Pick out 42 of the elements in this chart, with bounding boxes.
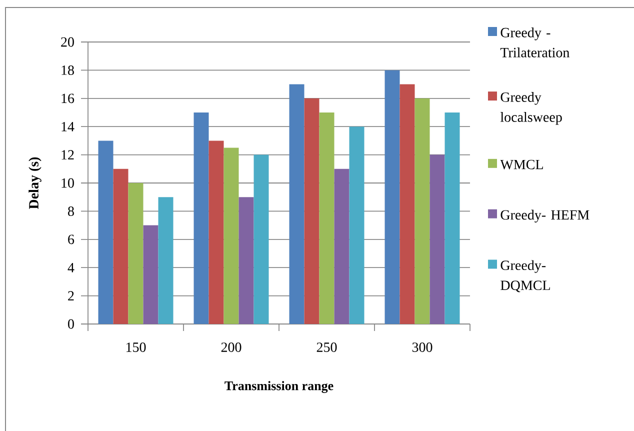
bar (254, 154, 269, 324)
bar (128, 182, 144, 324)
bar (98, 140, 114, 324)
y-tick-label: 4 (68, 262, 74, 272)
y-axis-title: Delay (s) (28, 157, 42, 209)
x-tick-label: 300 (412, 342, 432, 352)
bar (143, 225, 158, 324)
bar (319, 112, 334, 324)
legend-label: WMCL (500, 160, 543, 170)
y-tick-label: 10 (62, 178, 74, 188)
legend-label: Greedy - Trilateration (500, 27, 570, 58)
y-tick-label: 8 (68, 206, 74, 216)
y-tick-label: 16 (62, 94, 74, 104)
bar (349, 126, 364, 324)
x-tick-label: 150 (126, 342, 146, 352)
y-tick-label: 14 (62, 122, 74, 132)
bar (334, 168, 350, 324)
legend-label: Greedy localsweep (500, 92, 562, 125)
bar (444, 112, 460, 324)
bar (113, 168, 128, 324)
y-tick-label: 18 (62, 65, 74, 75)
y-tick-label: 6 (68, 234, 74, 244)
x-tick-label: 200 (221, 342, 242, 352)
bar (158, 197, 174, 324)
bar (304, 98, 320, 324)
y-tick-label: 0 (68, 319, 74, 329)
bar (384, 70, 400, 324)
bar (238, 197, 254, 324)
bar (194, 112, 209, 324)
bar (208, 140, 224, 324)
y-tick-label: 2 (68, 291, 74, 300)
legend-label: Greedy- DQMCL (500, 260, 550, 292)
x-tick-label: 250 (316, 342, 337, 352)
x-axis-title: Transmission range (224, 381, 334, 393)
bar (289, 84, 304, 324)
legend-label: Greedy- HEFM (500, 210, 590, 223)
bar (430, 154, 445, 324)
bar (414, 98, 430, 324)
y-tick-label: 20 (61, 37, 74, 47)
y-tick-label: 12 (62, 150, 74, 160)
bar (400, 84, 415, 324)
bar (224, 148, 239, 324)
